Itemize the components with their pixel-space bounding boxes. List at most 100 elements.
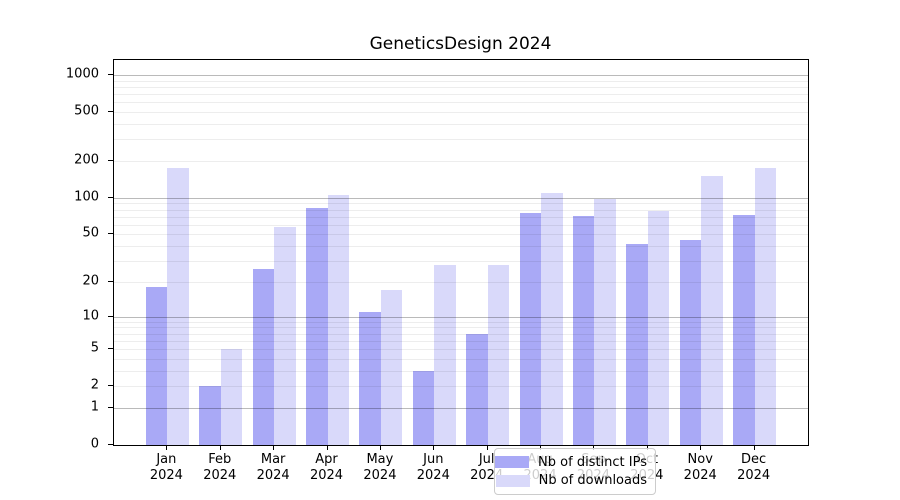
y-tick-mark — [108, 233, 113, 235]
x-tick-mark — [593, 445, 595, 450]
legend-swatch-distinct-ips — [495, 456, 530, 469]
y-tick-mark — [108, 444, 113, 445]
minor-gridline — [114, 340, 808, 342]
major-gridline — [114, 407, 808, 409]
y-tick-mark — [108, 348, 113, 350]
bar-ips-mar — [252, 268, 275, 445]
bar-ips-aug — [519, 213, 542, 445]
minor-gridline — [114, 94, 808, 96]
x-tick-mark — [379, 445, 381, 450]
bar-downloads-may — [380, 290, 403, 445]
bar-downloads-sep — [594, 198, 616, 445]
x-tick-mark — [433, 445, 435, 450]
y-tick-mark — [108, 74, 113, 76]
minor-gridline — [114, 333, 808, 335]
bar-downloads-jun — [434, 264, 456, 445]
minor-gridline — [114, 139, 808, 141]
bar-downloads-mar — [274, 226, 296, 445]
x-tick-mark — [486, 445, 488, 450]
x-tick-label-may: May 2024 — [363, 452, 397, 483]
y-tick-label: 0 — [90, 436, 99, 452]
y-tick-mark — [108, 280, 113, 282]
x-tick-mark — [166, 445, 168, 450]
x-tick-mark — [646, 445, 648, 450]
minor-gridline — [114, 261, 808, 263]
major-gridline — [114, 316, 808, 318]
major-gridline — [114, 197, 808, 199]
legend-label-distinct-ips: Nb of distinct IPs — [538, 454, 647, 470]
y-tick-label: 5 — [90, 340, 99, 356]
x-tick-mark — [219, 445, 221, 450]
bar-ips-nov — [679, 239, 702, 445]
minor-gridline — [114, 386, 808, 388]
minor-gridline — [114, 216, 808, 218]
bar-ips-feb — [199, 386, 221, 445]
bar-ips-oct — [626, 243, 648, 445]
x-tick-label-jan: Jan 2024 — [149, 452, 183, 483]
bar-downloads-apr — [327, 195, 350, 445]
minor-gridline — [114, 358, 808, 360]
bar-ips-apr — [306, 208, 328, 445]
x-tick-label-mar: Mar 2024 — [256, 452, 290, 483]
y-tick-mark — [108, 315, 113, 317]
minor-gridline — [114, 124, 808, 125]
plot-area: Nb of distinct IPs Nb of downloads — [113, 59, 809, 495]
y-tick-mark — [108, 111, 113, 113]
y-tick-label: 10 — [82, 308, 99, 324]
bar-ips-jan — [145, 287, 168, 445]
bar-ips-may — [359, 311, 381, 445]
bar-downloads-aug — [541, 192, 563, 445]
y-tick-label: 1 — [90, 399, 99, 415]
x-tick-label-feb: Feb 2024 — [203, 452, 237, 483]
y-tick-label: 50 — [82, 225, 99, 241]
x-tick-mark — [273, 445, 275, 450]
y-tick-mark — [108, 385, 113, 387]
chart-title: GeneticsDesign 2024 — [369, 34, 552, 54]
bar-downloads-dec — [754, 167, 777, 445]
major-gridline — [114, 75, 808, 77]
x-tick-mark — [700, 445, 702, 450]
bar-downloads-feb — [220, 349, 243, 445]
y-tick-label: 1000 — [65, 66, 99, 82]
x-tick-label-nov: Nov 2024 — [683, 452, 717, 483]
legend: Nb of distinct IPs Nb of downloads — [494, 448, 656, 495]
minor-gridline — [114, 321, 808, 323]
x-tick-label-jun: Jun 2024 — [416, 452, 450, 483]
minor-gridline — [114, 349, 808, 351]
minor-gridline — [114, 112, 808, 114]
bar-ips-jul — [466, 333, 488, 445]
x-tick-label-dec: Dec 2024 — [737, 452, 771, 483]
legend-swatch-downloads — [495, 474, 530, 487]
y-tick-mark — [108, 406, 113, 408]
y-tick-label: 20 — [82, 273, 99, 289]
y-tick-label: 100 — [74, 189, 99, 205]
minor-gridline — [114, 327, 808, 329]
bar-ips-jun — [412, 370, 435, 445]
bar-ips-sep — [572, 215, 595, 445]
legend-item-downloads: Nb of downloads — [495, 473, 647, 489]
minor-gridline — [114, 224, 808, 226]
minor-gridline — [114, 86, 808, 88]
y-tick-mark — [108, 159, 113, 161]
x-tick-label-apr: Apr 2024 — [309, 452, 344, 483]
x-tick-mark — [753, 445, 755, 450]
minor-gridline — [114, 234, 808, 236]
y-tick-label: 200 — [74, 152, 99, 168]
minor-gridline — [114, 281, 808, 283]
x-tick-mark — [326, 445, 328, 450]
legend-label-downloads: Nb of downloads — [538, 473, 647, 489]
minor-gridline — [114, 209, 808, 211]
bar-ips-dec — [733, 215, 755, 445]
bar-downloads-jul — [487, 264, 510, 445]
y-tick-mark — [108, 196, 113, 198]
legend-item-distinct-ips: Nb of distinct IPs — [495, 454, 647, 470]
x-tick-mark — [540, 445, 542, 450]
bar-downloads-nov — [701, 176, 723, 445]
minor-gridline — [114, 80, 808, 82]
minor-gridline — [114, 102, 808, 104]
minor-gridline — [114, 246, 808, 248]
y-tick-label: 2 — [90, 377, 99, 393]
bar-downloads-oct — [647, 211, 670, 445]
bar-downloads-jan — [167, 168, 189, 445]
